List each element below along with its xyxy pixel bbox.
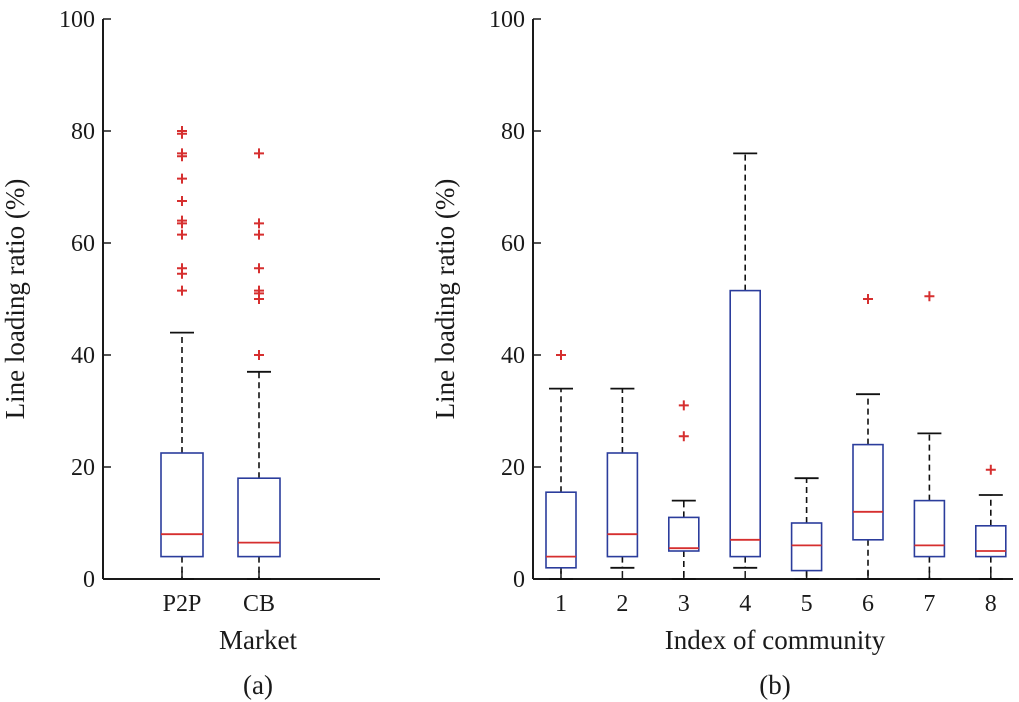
box xyxy=(974,524,1007,558)
outlier-point xyxy=(254,263,264,274)
outlier-point xyxy=(177,148,187,159)
outlier-point xyxy=(177,263,187,274)
x-tick-label: 1 xyxy=(555,591,567,617)
x-axis-label: Market xyxy=(219,625,297,655)
outlier-point xyxy=(556,350,566,360)
box xyxy=(790,522,823,572)
x-tick-label: 2 xyxy=(616,591,628,617)
y-tick-label: 80 xyxy=(71,119,95,145)
y-tick-label: 20 xyxy=(501,455,525,481)
panel-label: (b) xyxy=(759,670,790,700)
x-tick-label: 5 xyxy=(801,591,813,617)
y-tick-label: 100 xyxy=(489,7,525,33)
panel-a: 0 20 40 60 80 100 P2P CB Line loading ratio (%) M… xyxy=(0,7,380,700)
y-tick-label: 0 xyxy=(83,567,95,593)
outlier-point xyxy=(985,464,996,475)
x-axis-label: Index of community xyxy=(665,625,886,655)
x-tick-label: 8 xyxy=(985,591,997,617)
box xyxy=(545,491,577,569)
x-tick-label: 4 xyxy=(739,591,751,617)
outlier-point xyxy=(254,229,264,240)
outlier-point xyxy=(678,400,689,411)
outlier-point xyxy=(924,291,935,302)
y-tick-label: 100 xyxy=(59,7,95,33)
box xyxy=(667,516,700,552)
box xyxy=(160,452,204,558)
outlier-point xyxy=(254,148,264,159)
outlier-point xyxy=(177,229,187,240)
y-tick-label: 40 xyxy=(71,343,95,369)
y-tick-label: 40 xyxy=(501,343,525,369)
y-tick-label: 60 xyxy=(71,231,95,257)
panel-b: 0 20 40 60 80 100 1 2 3 4 5 6 7 8 Line loading ratio (… xyxy=(430,7,1013,700)
y-axis-label: Line loading ratio (%) xyxy=(430,179,460,420)
y-tick-label: 60 xyxy=(501,231,525,257)
panel-label: (a) xyxy=(243,670,273,700)
outlier-point xyxy=(177,215,187,226)
outlier-point xyxy=(254,218,264,229)
box xyxy=(852,443,884,541)
x-tick-label: P2P xyxy=(163,591,202,617)
box xyxy=(913,499,946,558)
outlier-point xyxy=(177,126,187,136)
outlier-point xyxy=(177,196,187,206)
box xyxy=(237,477,281,558)
outlier-point xyxy=(863,294,873,304)
x-tick-label: 7 xyxy=(923,591,935,617)
outlier-point xyxy=(177,173,187,184)
x-tick-label: 6 xyxy=(862,591,874,617)
outlier-point xyxy=(177,285,187,296)
y-tick-label: 20 xyxy=(71,455,95,481)
x-tick-label: 3 xyxy=(678,591,690,617)
y-tick-label: 80 xyxy=(501,119,525,145)
outlier-point xyxy=(254,285,264,296)
y-tick-label: 0 xyxy=(513,567,525,593)
x-tick-label: CB xyxy=(243,591,275,617)
box xyxy=(729,289,762,558)
outlier-point xyxy=(678,431,689,442)
y-axis-label: Line loading ratio (%) xyxy=(0,179,30,420)
outlier-point xyxy=(254,350,264,360)
box xyxy=(606,452,639,558)
